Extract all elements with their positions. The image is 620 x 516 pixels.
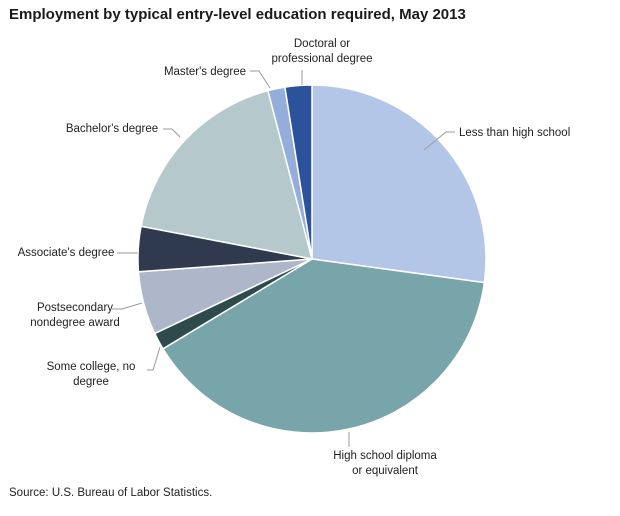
slice-label: Associate's degree	[18, 247, 115, 259]
slice-label-line: Some college, no	[47, 361, 136, 373]
slice-label: Doctoral or professional degree	[271, 38, 372, 65]
slice-label-line: degree	[73, 376, 109, 388]
slice-label: Postsecondary nondegree award	[30, 302, 120, 329]
leader-line	[423, 131, 455, 151]
slice-label: Some college, no degree	[47, 361, 136, 388]
pie-slice-less-than-high-school	[311, 84, 487, 284]
slice-label-line: Less than high school	[459, 127, 570, 139]
slice-label-line: nondegree award	[30, 317, 120, 329]
leader-line	[250, 70, 271, 89]
slice-label-line: professional degree	[271, 53, 372, 65]
leader-line	[147, 346, 161, 371]
leader-lines	[112, 70, 455, 447]
slice-label: Bachelor's degree	[66, 123, 158, 135]
leader-line	[163, 128, 181, 138]
slice-label-line: Master's degree	[164, 66, 246, 78]
pie-slice-high-school-diploma-or-equivalent	[161, 258, 486, 434]
source-note: Source: U.S. Bureau of Labor Statistics.	[9, 487, 213, 499]
slice-label-line: Associate's degree	[18, 247, 115, 259]
chart-title: Employment by typical entry-level educat…	[9, 6, 466, 23]
slice-label-line: Doctoral or	[294, 38, 350, 50]
slice-label-line: Bachelor's degree	[66, 123, 158, 135]
slice-label: High school diploma or equivalent	[333, 450, 437, 477]
slice-labels: Less than high school High school diploma…	[18, 38, 571, 477]
slice-label: Master's degree	[164, 66, 246, 78]
pie-slices	[137, 84, 487, 434]
pie-slice-doctoral-or-professional-degree	[284, 84, 313, 260]
slice-label-line: or equivalent	[352, 465, 419, 477]
leader-line	[112, 302, 143, 310]
slice-label-line: High school diploma	[333, 450, 437, 462]
slice-label-line: Postsecondary	[37, 302, 113, 314]
slice-label: Less than high school	[459, 127, 570, 139]
pie-slice-bachelor-s-degree	[140, 89, 314, 260]
